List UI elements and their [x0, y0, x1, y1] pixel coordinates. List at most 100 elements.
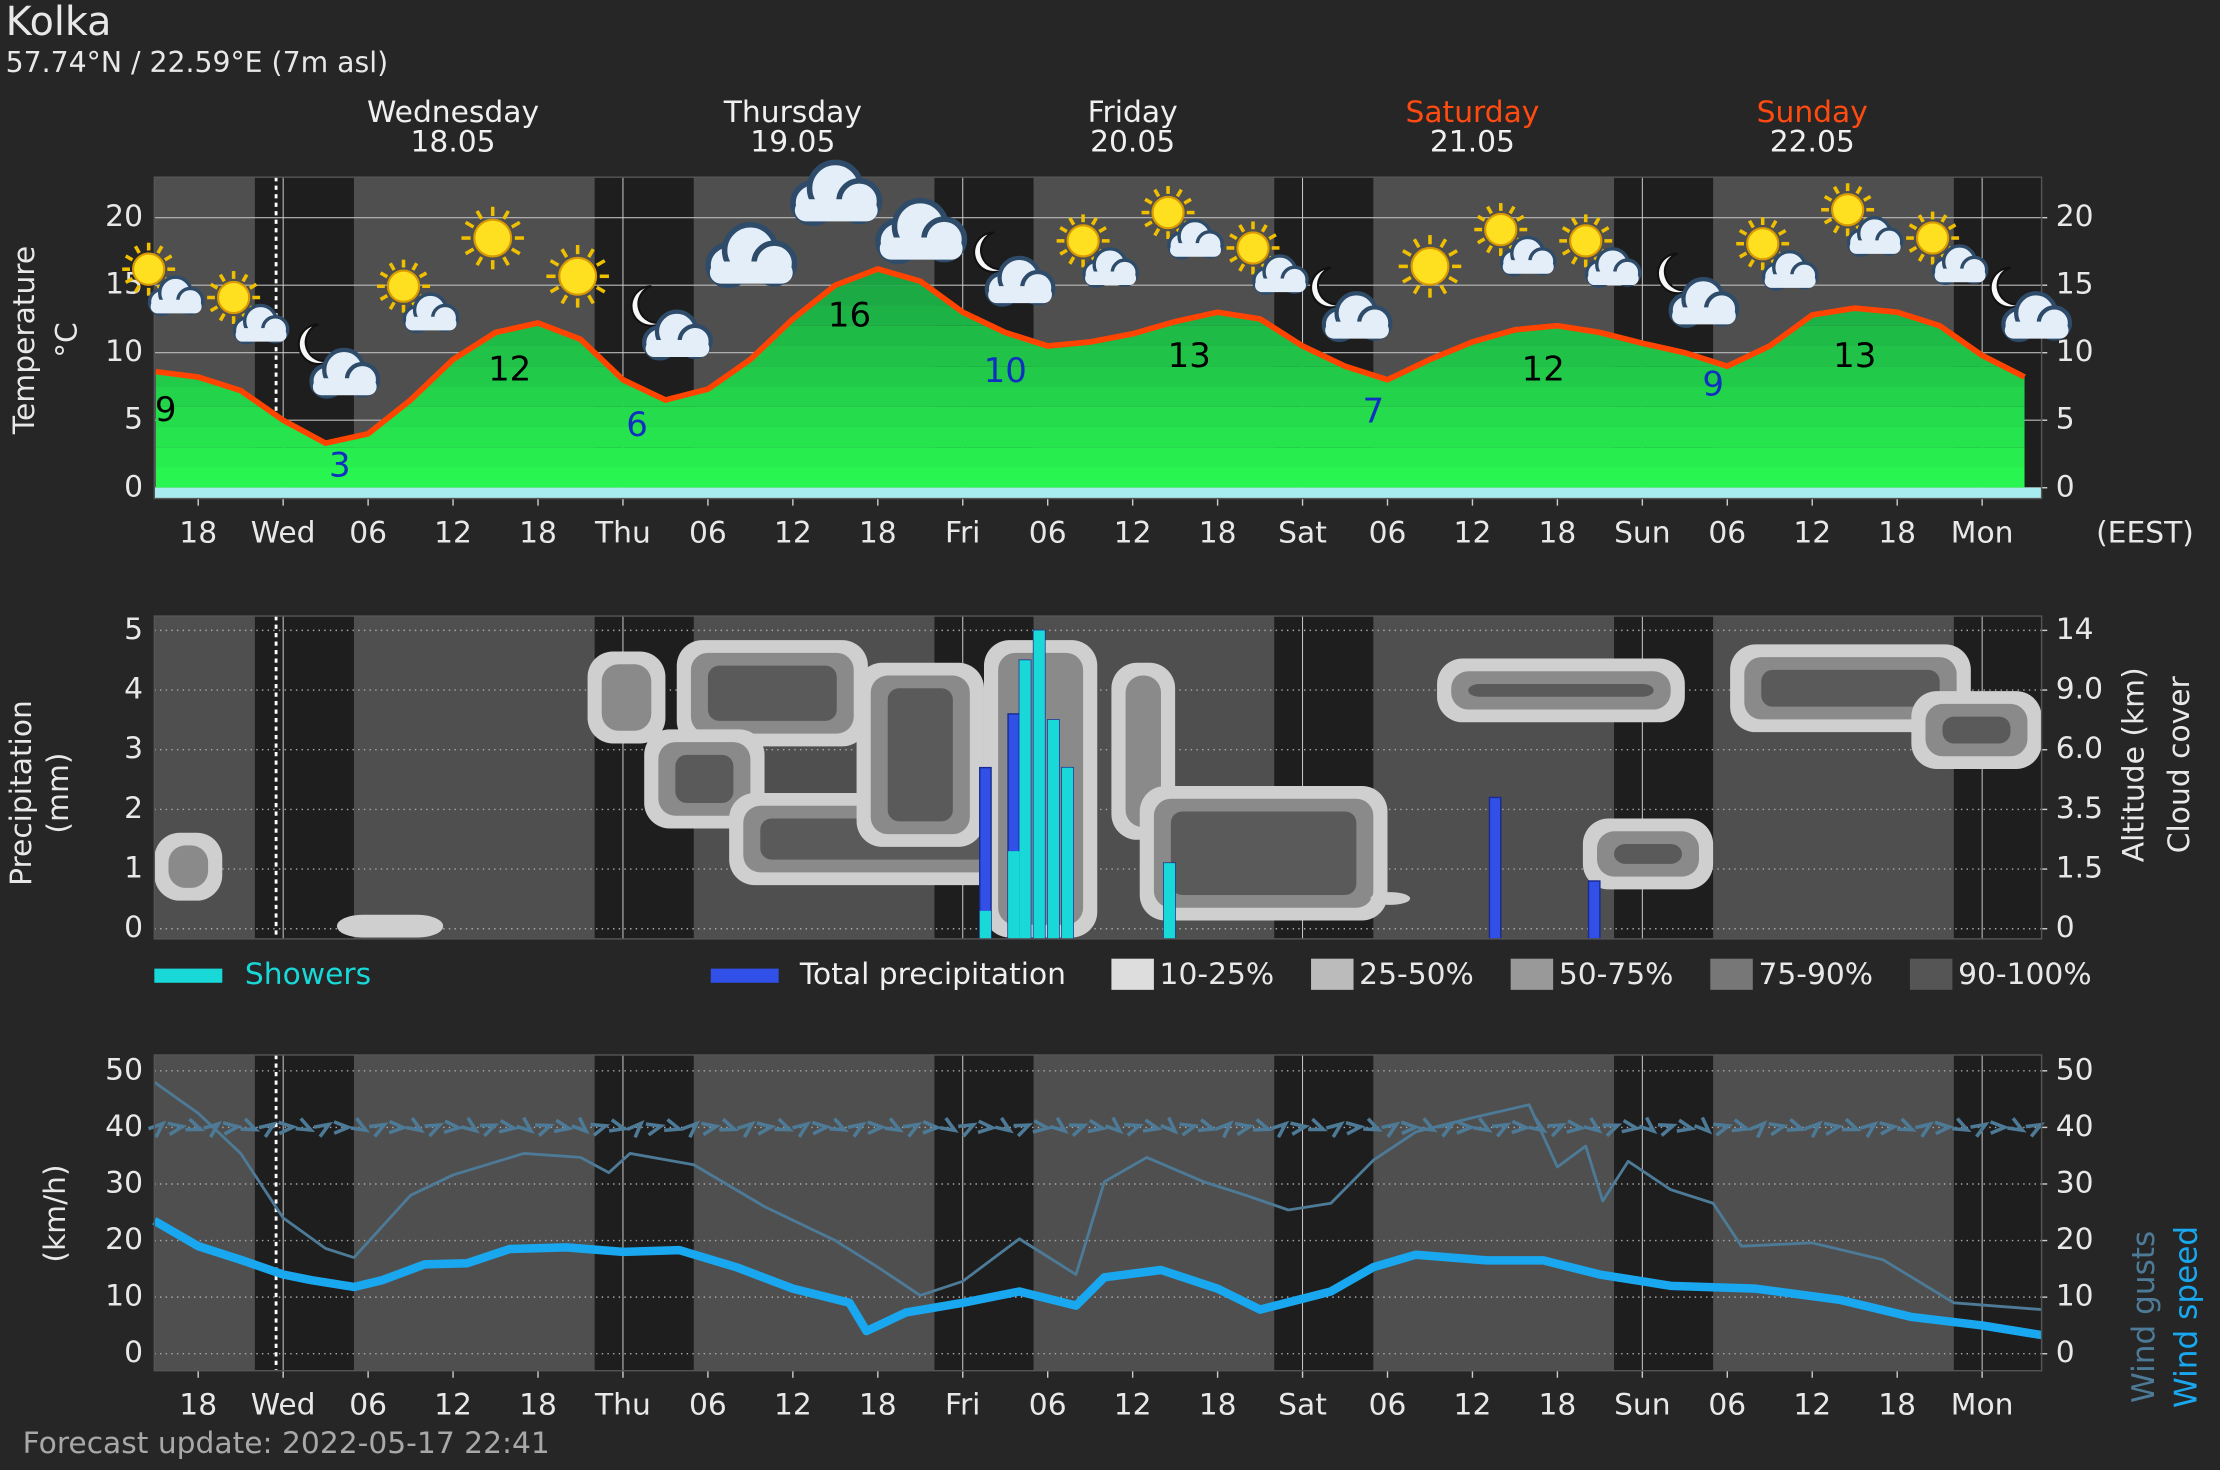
- x-tick-label: Fri: [945, 515, 980, 550]
- y-tick-label: 10: [105, 334, 143, 369]
- cloud-part: [405, 316, 457, 331]
- sun-ray: [587, 248, 595, 259]
- precipitation-bar: [1587, 880, 1601, 940]
- sun-ray: [1855, 185, 1863, 195]
- y-tick-label: 0: [124, 1335, 143, 1370]
- y-unit: °C: [49, 322, 84, 358]
- wind-arrow: [811, 1120, 832, 1136]
- x-tick-label: Thu: [594, 515, 651, 550]
- sun-ray: [218, 273, 226, 283]
- sun-ray: [124, 277, 134, 284]
- sun-ray: [560, 248, 569, 259]
- cloud: [1846, 215, 1904, 257]
- cloud: [1321, 291, 1393, 343]
- y-tick-label: 20: [105, 199, 143, 234]
- wind-arrow: [1511, 1119, 1532, 1135]
- x-tick-label: 06: [1708, 1388, 1746, 1423]
- temperature-band: [155, 386, 2025, 407]
- wind-arrow: [700, 1121, 721, 1137]
- legend-swatch: [1909, 958, 1953, 990]
- sun-ray: [1593, 217, 1601, 226]
- sun-ray: [1823, 194, 1833, 202]
- cloud: [1584, 247, 1642, 288]
- x-tick-label: 18: [1878, 515, 1916, 550]
- x-tick-label: 06: [1369, 515, 1407, 550]
- cloud-part: [150, 299, 202, 314]
- wind-arrow: [1970, 1121, 1990, 1138]
- sun-ray: [124, 254, 134, 262]
- sun-ray: [1561, 248, 1571, 256]
- x-tick-label: 06: [689, 1388, 727, 1423]
- sun-ray: [1561, 226, 1571, 234]
- sun-ray: [1770, 219, 1778, 229]
- temperature-band: [155, 426, 2025, 448]
- wind-arrow: [1602, 1123, 1623, 1138]
- wind-arrow: [1768, 1122, 1789, 1137]
- y2-tick-label: 0: [2056, 1335, 2075, 1370]
- sun-ray: [1238, 263, 1246, 272]
- y-label: Precipitation: [4, 700, 39, 886]
- y-tick-label: 5: [124, 612, 143, 647]
- wind-arrow: [515, 1116, 535, 1134]
- sun-ray: [595, 285, 606, 294]
- legend-label: Wind speed: [2168, 1226, 2204, 1408]
- precipitation-bar: [979, 910, 992, 939]
- wind-arrow: [1693, 1116, 1713, 1135]
- x-tick-label: 06: [349, 515, 387, 550]
- y-tick-label: 3: [124, 731, 143, 766]
- wind-arrow: [792, 1121, 812, 1138]
- wind-arrow: [1473, 1117, 1493, 1133]
- wind-arrow: [424, 1122, 445, 1138]
- sun-ray: [418, 271, 428, 279]
- y2-tick-label: 5: [2056, 402, 2075, 437]
- y2-tick-label: 20: [2056, 1222, 2094, 1257]
- cloud: [705, 221, 798, 289]
- x-tick-label: 12: [774, 515, 812, 550]
- wind-arrow: [1841, 1117, 1862, 1132]
- y2-tick-label: 15: [2056, 267, 2094, 302]
- x-tick-label: 18: [179, 1388, 217, 1423]
- day-shade: [353, 616, 595, 939]
- day-shade: [353, 1054, 595, 1371]
- sun-ray: [1947, 223, 1957, 231]
- cloud-part: [988, 286, 1052, 304]
- wind-arrow: [922, 1119, 943, 1135]
- y-tick-label: 0: [124, 469, 143, 504]
- extreme-label: 13: [1168, 336, 1211, 376]
- day-shade: [693, 1054, 935, 1371]
- cloud: [790, 159, 883, 226]
- y2-tick-label: 0: [2056, 910, 2075, 945]
- legend-label: Showers: [245, 957, 371, 992]
- wind-arrow: [1786, 1118, 1807, 1132]
- cloud-cover-shape: [1468, 684, 1654, 697]
- wind-arrow: [977, 1119, 998, 1135]
- wind-arrow: [847, 1121, 867, 1138]
- cloud: [1499, 235, 1557, 277]
- wind-arrow: [1934, 1120, 1955, 1136]
- sun-ray: [1832, 185, 1840, 195]
- cloud: [232, 303, 290, 345]
- cloud: [1082, 247, 1139, 288]
- cloud-part: [1672, 307, 1736, 325]
- sun-ray: [218, 312, 226, 322]
- legend-label: Total precipitation: [799, 957, 1066, 992]
- y-tick-label: 0: [124, 910, 143, 945]
- plot-frame: [153, 615, 2043, 940]
- sun: [1236, 231, 1270, 265]
- day-shade: [154, 1054, 255, 1371]
- x-tick-label: 18: [179, 515, 217, 550]
- x-tick-label: 12: [1114, 1388, 1152, 1423]
- sun-ray: [1153, 227, 1161, 237]
- sun-ray: [209, 305, 219, 313]
- sun-ray: [549, 259, 560, 267]
- sun: [1066, 224, 1100, 258]
- legend-swatch: [154, 968, 223, 983]
- wind-arrow: [333, 1120, 354, 1135]
- cloud-part: [235, 328, 287, 342]
- sun-ray: [1832, 225, 1840, 234]
- wind-arrow: [1381, 1121, 1401, 1138]
- wind-arrow: [1879, 1121, 1900, 1136]
- y2-tick-label: 20: [2056, 199, 2094, 234]
- cloud-part: [1934, 268, 1986, 283]
- sun-ray: [1448, 249, 1458, 257]
